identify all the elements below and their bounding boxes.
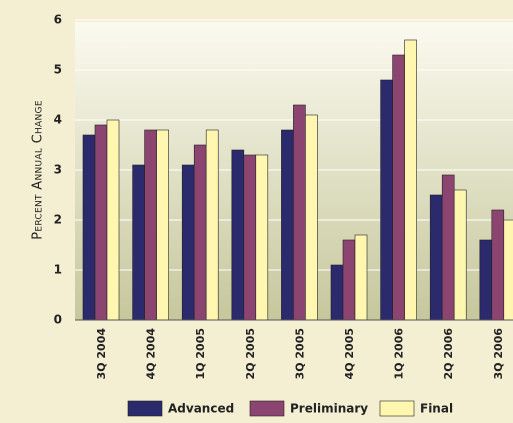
x-tick-label: 2Q 2005 bbox=[244, 328, 257, 379]
bar bbox=[132, 164, 145, 321]
bar bbox=[94, 124, 108, 321]
bar bbox=[429, 194, 443, 321]
bar bbox=[293, 104, 306, 321]
legend-label: Advanced bbox=[168, 402, 234, 416]
bar bbox=[144, 129, 157, 321]
bar bbox=[342, 239, 356, 321]
y-tick-label: 1 bbox=[54, 263, 62, 277]
bar bbox=[479, 239, 493, 321]
bar bbox=[330, 264, 344, 321]
bar bbox=[231, 149, 245, 321]
bar bbox=[281, 129, 294, 321]
bar bbox=[404, 39, 417, 321]
x-tick-label: 4Q 2004 bbox=[145, 328, 158, 380]
bar bbox=[491, 209, 505, 321]
bar bbox=[205, 129, 219, 321]
bar bbox=[156, 129, 169, 321]
legend-swatch bbox=[249, 400, 285, 417]
bar bbox=[503, 219, 513, 321]
legend-label: Preliminary bbox=[290, 402, 368, 416]
bar bbox=[82, 134, 96, 321]
x-tick-label: 3Q 2005 bbox=[293, 328, 306, 379]
bar bbox=[193, 144, 207, 321]
y-tick-label: 0 bbox=[54, 313, 62, 327]
legend-label: Final bbox=[420, 402, 453, 416]
legend-swatch bbox=[127, 400, 163, 417]
legend-swatch bbox=[379, 400, 415, 417]
bar bbox=[453, 189, 467, 321]
bar bbox=[181, 164, 195, 321]
x-tick-label: 1Q 2006 bbox=[393, 328, 406, 380]
bar bbox=[243, 154, 257, 321]
x-tick-label: 3Q 2004 bbox=[95, 328, 108, 380]
bar bbox=[354, 234, 368, 321]
bar bbox=[392, 54, 405, 321]
y-tick-label: 5 bbox=[54, 63, 62, 77]
x-tick-label: 4Q 2005 bbox=[343, 328, 356, 379]
y-tick-label: 2 bbox=[54, 213, 62, 227]
y-tick-label: 3 bbox=[54, 163, 62, 177]
bar bbox=[441, 174, 455, 321]
x-tick-label: 3Q 2006 bbox=[492, 328, 505, 380]
y-tick-label: 4 bbox=[54, 113, 62, 127]
y-axis-title: Percent Annual Change bbox=[31, 100, 46, 240]
bar bbox=[255, 154, 269, 321]
bar bbox=[305, 114, 318, 321]
y-tick-label: 6 bbox=[54, 13, 62, 27]
x-tick-label: 2Q 2006 bbox=[442, 328, 455, 380]
bar bbox=[380, 79, 393, 321]
bar bbox=[106, 119, 120, 321]
x-tick-label: 1Q 2005 bbox=[194, 328, 207, 379]
